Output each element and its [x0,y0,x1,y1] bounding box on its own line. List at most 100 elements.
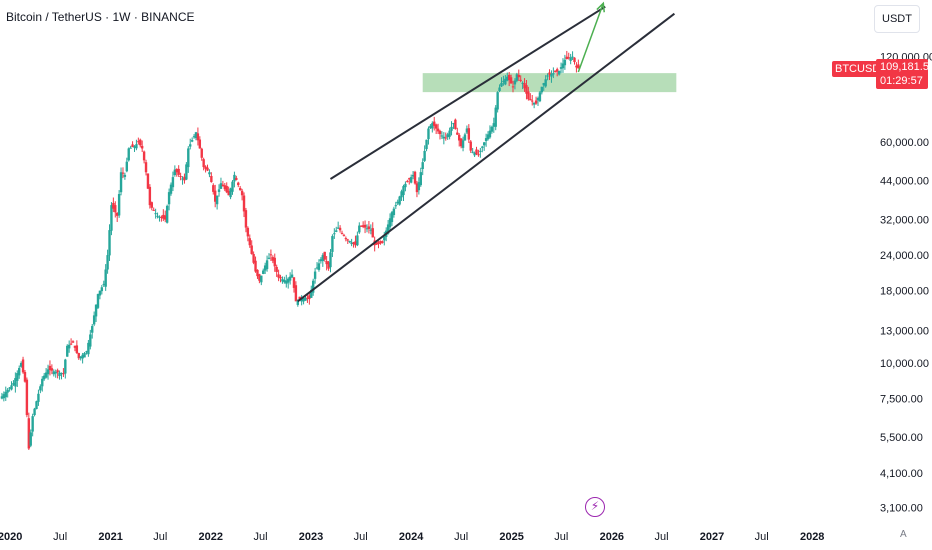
candle [492,117,495,133]
candle [511,80,515,93]
candle [6,387,9,398]
candle [467,124,471,143]
candle [404,181,407,192]
candle [488,125,492,139]
candle [235,175,238,181]
candle [77,352,80,360]
candle [71,340,75,343]
candle [377,240,380,249]
candle [484,133,488,147]
candle [490,125,494,134]
candle [577,59,580,69]
candle [279,274,282,283]
lightning-icon[interactable]: ⚡ [585,497,605,517]
candle [546,73,549,81]
candle [44,368,48,379]
candle [344,236,348,242]
candle [329,248,332,273]
candle [571,51,574,60]
candle [46,364,50,380]
candle [54,369,57,378]
candle [440,131,444,140]
candle [165,204,169,224]
candle [258,273,261,284]
auto-scale-button[interactable]: A [900,529,907,540]
candle [285,274,288,288]
candle [198,136,202,149]
candle [19,361,23,368]
candle [89,329,92,350]
candle [273,253,276,272]
y-tick-label: 3,100.00 [880,502,923,514]
candle [269,249,273,261]
candle [116,212,119,222]
candle [469,140,472,153]
candle [436,123,440,135]
candle [363,220,367,234]
candle [554,70,557,73]
candle [244,207,248,233]
x-tick-label: 2022 [199,531,223,543]
candle [164,210,167,223]
candle [308,293,311,305]
x-tick-label: 2021 [98,531,122,543]
candle [567,52,570,60]
candle [531,94,534,106]
candle [265,255,269,272]
candle [189,138,192,150]
candle [346,238,349,245]
candle [479,147,482,158]
candle [427,126,430,145]
x-tick-label: Jul [354,531,368,543]
candle [429,124,432,129]
candle [425,139,428,152]
candle [417,177,421,195]
candle [16,370,19,387]
candle [208,169,211,178]
currency-button[interactable]: USDT [874,5,920,33]
candle [79,356,82,361]
x-tick-label: Jul [253,531,267,543]
candle [48,360,52,376]
y-tick-label: 4,100.00 [880,468,923,480]
candle [525,80,528,100]
x-tick-label: 2028 [800,531,824,543]
candle [162,209,165,222]
candle [565,50,569,60]
projection-arrow [577,3,605,73]
candle [573,57,576,65]
candle [31,413,34,437]
trendline-layer [297,1,676,303]
candle [240,188,244,201]
bar-countdown: 01:29:57 [880,75,923,87]
candle [415,180,419,198]
candle [325,255,328,271]
candle [181,176,184,185]
candle [60,372,63,380]
x-tick-label: Jul [755,531,769,543]
candle [486,131,490,141]
y-tick-label: 5,500.00 [880,432,923,444]
candle [223,182,227,192]
x-tick-label: 2024 [399,531,424,543]
candle [219,177,223,189]
candle [556,67,559,77]
candle [171,171,175,192]
candle [544,75,547,88]
candle [18,365,21,379]
candle [119,167,123,196]
candle [538,91,542,103]
candle [365,224,369,233]
candle [39,384,42,394]
candle [482,141,486,151]
candle [287,277,290,289]
candle [400,189,403,201]
chart-title: Bitcoin / TetherUS · 1W · BINANCE [6,10,195,24]
candle [444,132,447,141]
candle [461,136,465,152]
candle [131,141,134,148]
candle [196,127,200,146]
candle [421,158,424,176]
candle [398,195,401,206]
